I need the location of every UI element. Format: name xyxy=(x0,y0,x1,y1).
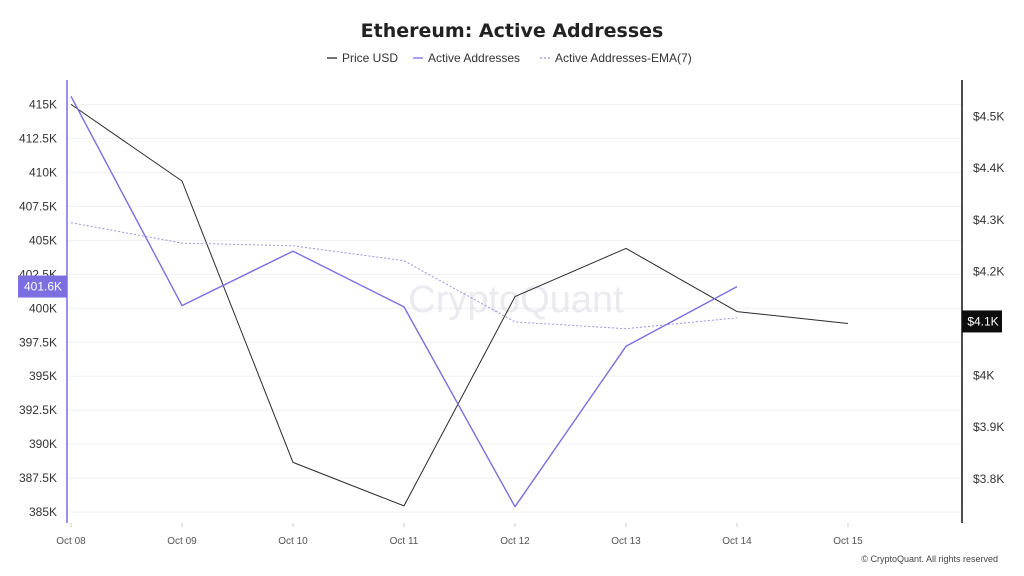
left-current-label: 401.6K xyxy=(24,280,62,294)
grid xyxy=(67,103,962,513)
left-tick-label: 405K xyxy=(29,233,57,247)
left-axis: 415K412.5K410K407.5K405K402.5K400K397.5K… xyxy=(19,80,68,523)
left-tick-label: 395K xyxy=(29,369,57,383)
left-tick-label: 392.5K xyxy=(19,403,57,417)
x-tick-label: Oct 13 xyxy=(611,536,641,547)
left-tick-label: 397.5K xyxy=(19,335,57,349)
series-line-active-addresses-ema-7 xyxy=(70,222,738,330)
series-line-price-usd xyxy=(70,103,849,507)
right-current-label: $4.1K xyxy=(967,314,998,328)
x-tick-label: Oct 11 xyxy=(390,536,419,547)
legend-label: Active Addresses-EMA(7) xyxy=(555,51,692,65)
left-tick-label: 390K xyxy=(29,437,57,451)
right-tick-label: $3.8K xyxy=(973,472,1004,486)
left-current-badge xyxy=(18,275,67,298)
watermark: CryptoQuant xyxy=(408,279,624,321)
x-tick-label: Oct 14 xyxy=(722,536,752,547)
left-tick-label: 407.5K xyxy=(19,199,57,213)
right-tick-label: $4.3K xyxy=(973,213,1004,227)
left-tick-label: 385K xyxy=(29,505,57,519)
legend-label: Active Addresses xyxy=(428,51,520,65)
right-tick-label: $4.2K xyxy=(973,265,1004,279)
x-tick-label: Oct 10 xyxy=(278,536,308,547)
series-line-active-addresses xyxy=(70,95,738,508)
x-tick-label: Oct 12 xyxy=(500,536,530,547)
legend-label: Price USD xyxy=(342,51,398,65)
x-tick-label: Oct 09 xyxy=(167,536,197,547)
right-tick-label: $4K xyxy=(973,368,994,382)
right-tick-label: $4.5K xyxy=(973,109,1004,123)
left-tick-label: 412.5K xyxy=(19,131,57,145)
current-value-badges: 401.6K $4.1K xyxy=(18,275,1002,333)
right-tick-label: $3.9K xyxy=(973,420,1004,434)
legend: Price USD Active Addresses Active Addresse… xyxy=(327,51,692,65)
left-tick-label: 410K xyxy=(29,165,57,179)
series-layer xyxy=(70,95,849,508)
right-current-badge xyxy=(962,310,1002,333)
copyright-footer: © CryptoQuant. All rights reserved xyxy=(861,554,998,564)
x-tick-label: Oct 15 xyxy=(833,536,863,547)
left-tick-label: 387.5K xyxy=(19,471,57,485)
right-tick-label: $4.4K xyxy=(973,161,1004,175)
right-axis: $4.5K $4.4K $4.3K $4.2K $4K $3.9K $3.8K xyxy=(961,80,1004,523)
x-axis: Oct 08 Oct 09 Oct 10 Oct 11 Oct 12 Oct 13 Oct … xyxy=(56,523,863,547)
chart-title: Ethereum: Active Addresses xyxy=(361,20,664,42)
left-tick-label: 415K xyxy=(29,97,57,111)
x-tick-label: Oct 08 xyxy=(56,536,86,547)
left-tick-label: 400K xyxy=(29,301,57,315)
